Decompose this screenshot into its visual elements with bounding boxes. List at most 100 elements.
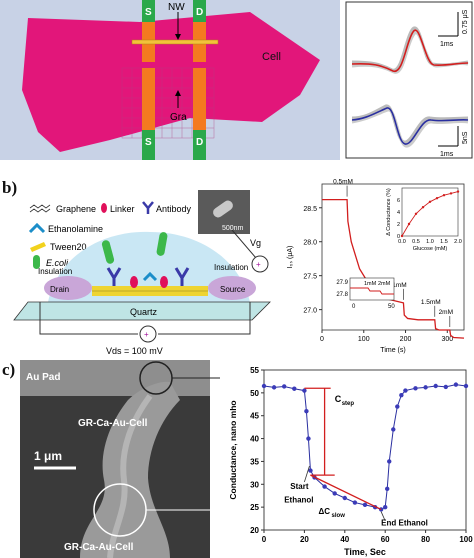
chart-b-inset-right-frame (401, 187, 459, 237)
chart-b-inset-right-xtick: 2.0 (454, 239, 462, 245)
chart-b-inset-right-xlabel: Glucose (mM) (413, 246, 448, 252)
chart-b-inset-right-xtick: 1.5 (440, 239, 448, 245)
chart-c-point (378, 507, 384, 512)
chart-c-ytick-label: 30 (250, 480, 259, 489)
scale-top-amplitude: 0.75 μS (462, 9, 469, 34)
drain-pad (44, 276, 92, 300)
chart-c-point (399, 392, 404, 398)
vg-source (251, 255, 269, 273)
ethanolamine-mol (142, 271, 158, 282)
chart-c-ytick-label: 55 (250, 366, 259, 375)
ecoli-a (101, 240, 115, 264)
chart-b-inset-right-ytick: 2 (397, 222, 400, 228)
chart-b-inset-right-ytick: 4 (397, 210, 400, 216)
scale-top-time: 1ms (440, 41, 454, 48)
chart-c-ytick-label: 45 (250, 412, 259, 421)
chart-b-inset-left-series (350, 287, 394, 295)
solution-dome (48, 231, 250, 302)
panel-c-label: c) (2, 360, 16, 379)
scale-bottom-amplitude: 5nS (462, 131, 469, 144)
chart-b-series-current (322, 198, 465, 339)
vds-label: Vds = 100 mV (106, 346, 163, 356)
chart-c-point (261, 383, 267, 389)
linker-b (160, 276, 168, 288)
chart-c-xtick-label: 100 (459, 535, 473, 544)
chart-c-end-arrow (380, 511, 386, 522)
label-cell: Cell (262, 51, 281, 63)
legend-ethanolamine: Ethanolamine (48, 224, 103, 234)
chart-b-ylabel: I₀ₛ (μA) (287, 246, 294, 269)
sem-upper-label: GR-Ca-Au-Cell (78, 418, 148, 429)
chart-b-annotation: 2mM (439, 309, 453, 316)
quartz-label: Quartz (130, 307, 158, 317)
chart-c-point (463, 383, 469, 389)
chart-b-frame (321, 183, 465, 331)
cell-structure (80, 381, 180, 558)
chart-b-xtick-label: 100 (358, 336, 370, 343)
chart-b-inset-left-xtick: 50 (388, 304, 395, 310)
chart-b-xtick-label: 200 (400, 336, 412, 343)
chart-c-point (352, 500, 358, 505)
chart-c-point (332, 491, 337, 496)
sem-lower-label: GR-Ca-Au-Cell (64, 542, 134, 553)
chart-c-cslow-sub: slow (332, 513, 346, 519)
scale-bottom-time: 1ms (440, 151, 454, 158)
panel-c: c) Au Pad GR-Ca-Au-Cell 1 μm GR-Ca-Au-Ce… (0, 360, 474, 558)
legend-graphene: Graphene (56, 204, 96, 214)
chart-b-inset-right-point (400, 234, 404, 238)
chart-c-cstep-sub: step (342, 401, 355, 407)
chart-c-ytick-label: 35 (250, 457, 259, 466)
chart-c-end-label: End Ethanol (381, 518, 428, 527)
chart-b-inset-right-point (456, 190, 460, 193)
chart-b-inset-right-point (421, 206, 425, 209)
legend-antibody-icon (142, 201, 154, 214)
vds-circuit (39, 302, 251, 335)
chart-b-inset-right-ytick: 0 (397, 234, 400, 240)
chart-b-ytick-label: 28.0 (303, 240, 317, 247)
panel-c-sem: Au Pad GR-Ca-Au-Cell 1 μm GR-Ca-Au-Cell (20, 360, 220, 558)
label-gra: Gra (170, 112, 187, 123)
legend-antibody: Antibody (156, 204, 192, 214)
vds-plus: + (144, 330, 149, 339)
insulation-left: Insulation (38, 267, 72, 276)
chart-c-point (292, 386, 297, 391)
red-trace-group (351, 26, 469, 74)
chart-b-ytick-label: 27.0 (303, 308, 317, 315)
chart-b-inset-right-point (435, 197, 439, 200)
linker-a (130, 276, 138, 288)
label-s-top: S (145, 7, 152, 18)
chart-c-point (413, 386, 418, 391)
legend-linker-icon (101, 203, 107, 213)
quartz-substrate (13, 301, 271, 321)
gate-probe (231, 229, 257, 259)
chart-c-frame (263, 369, 467, 531)
chart-c-point (423, 385, 428, 390)
legend-tween-icon (30, 242, 46, 252)
chart-c-ytick-label: 40 (250, 435, 259, 444)
panel-b-schematic: Graphene Linker Antibody Ethanolamine Tw… (13, 190, 271, 356)
legend-tween: Tween20 (50, 242, 87, 252)
chart-b-annotation: 1.5mM (421, 299, 441, 306)
chart-c-start-arrow (304, 465, 310, 483)
chart-c-point (383, 504, 388, 510)
chart-c-start-label-2: Ethanol (284, 496, 313, 505)
chart-c-ylabel: Conductance, nano mho (228, 400, 238, 499)
chart-b-xlabel: Time (s) (380, 347, 405, 354)
vg-label: Vg (250, 238, 261, 248)
chart-c-point (391, 427, 396, 432)
sem-scale: 500nm (222, 225, 244, 232)
panel-b-label: b) (2, 178, 18, 197)
signal-traces-box (345, 1, 473, 159)
label-nw: NW (168, 2, 185, 13)
chart-c-xlabel: Time, Sec (344, 547, 386, 557)
label-s-bottom: S (145, 137, 152, 148)
source-pad (208, 276, 256, 300)
cell-body (22, 12, 320, 152)
chart-c-xtick-label: 0 (262, 535, 267, 544)
ecoli-b (156, 232, 168, 256)
blue-trace-group (351, 104, 469, 148)
chart-c-point (387, 459, 392, 464)
chart-b-ytick-label: 28.5 (303, 206, 317, 213)
